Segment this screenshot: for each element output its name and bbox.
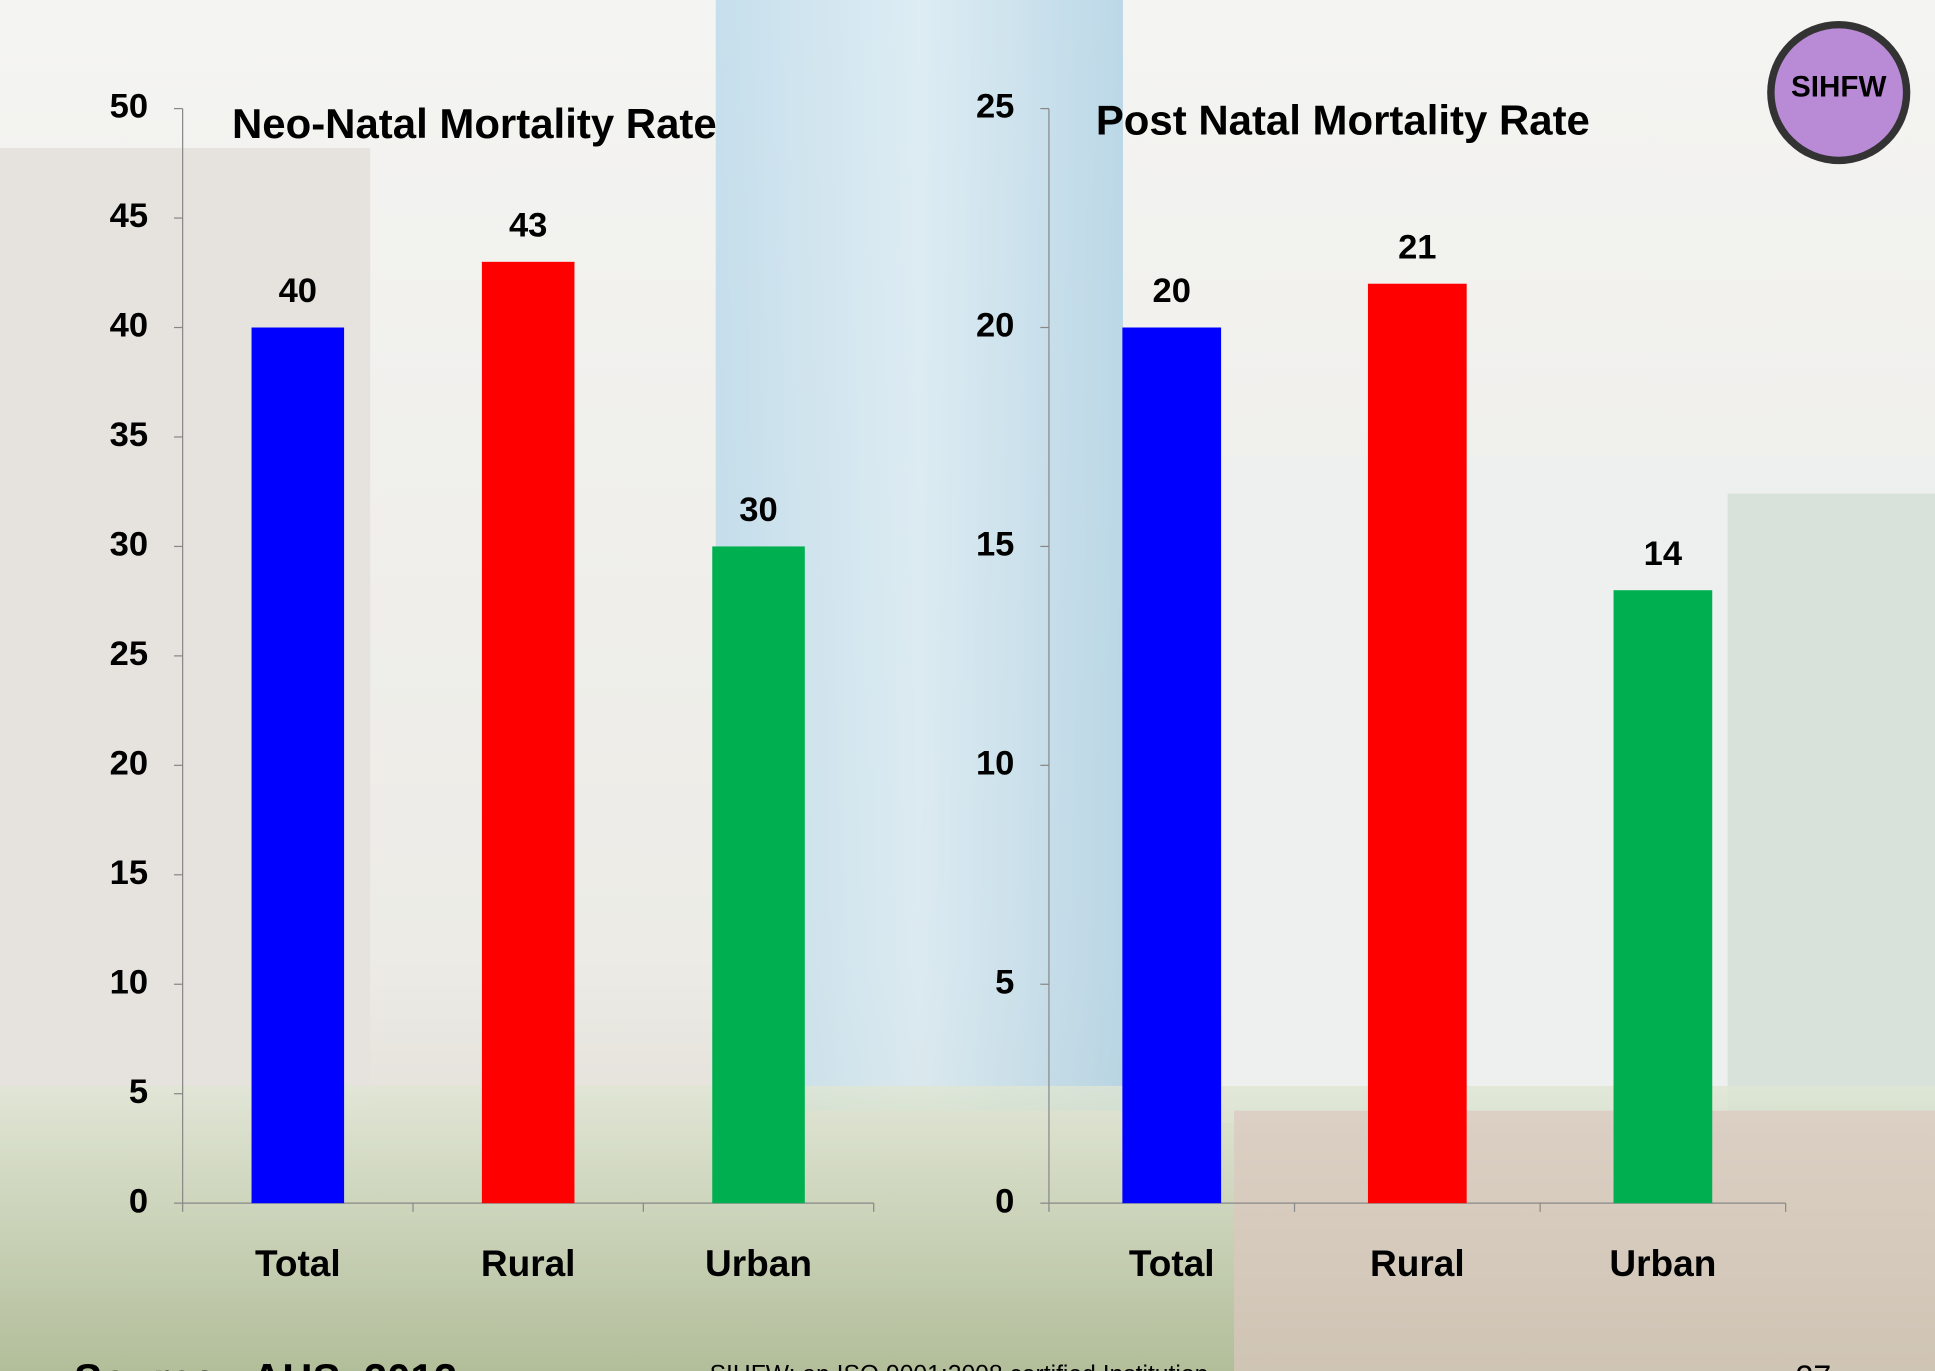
- x-tick-label: Rural: [481, 1242, 576, 1284]
- y-tick-label: 5: [129, 1073, 148, 1111]
- y-tick-label: 0: [995, 1182, 1014, 1220]
- y-tick-label: 20: [976, 307, 1014, 345]
- data-label: 21: [1398, 228, 1436, 266]
- y-tick-label: 10: [110, 963, 148, 1001]
- y-tick-label: 10: [976, 744, 1014, 782]
- bar: [1367, 283, 1467, 1204]
- bar: [1613, 590, 1713, 1204]
- bar: [481, 261, 575, 1204]
- charts: Neo-Natal Mortality Rate 0 5 10 15 20 25 30 35 40…: [110, 88, 1787, 1284]
- chart-title: Post Natal Mortality Rate: [1096, 96, 1590, 143]
- data-label: 40: [279, 272, 317, 310]
- logo: SIHFW: [1767, 20, 1911, 165]
- x-tick-label: Urban: [1609, 1242, 1716, 1284]
- data-label: 30: [739, 491, 777, 529]
- y-tick-label: 20: [110, 744, 148, 782]
- x-tick-label: Total: [255, 1242, 341, 1284]
- x-tick-label: Total: [1129, 1242, 1215, 1284]
- data-label: 14: [1644, 535, 1683, 573]
- y-tick-label: 25: [110, 635, 148, 673]
- y-tick-label: 15: [976, 526, 1014, 564]
- footer-note: SIHFW: an ISO 9001:2008 certified Instit…: [710, 1361, 1209, 1371]
- bg-trees: [1727, 493, 1935, 1111]
- y-tick-label: 5: [995, 963, 1014, 1001]
- y-tick-label: 15: [110, 854, 148, 892]
- bar: [712, 546, 805, 1204]
- bar: [1122, 327, 1222, 1204]
- x-tick-label: Rural: [1370, 1242, 1465, 1284]
- bar: [251, 327, 345, 1204]
- footer-source: Source : AHS, 2012: [74, 1355, 457, 1371]
- y-tick-label: 25: [976, 88, 1014, 126]
- y-tick-label: 30: [110, 526, 148, 564]
- data-label: 43: [509, 206, 547, 244]
- bg-steps: [1234, 1110, 1935, 1371]
- chart-title: Neo-Natal Mortality Rate: [232, 100, 717, 147]
- y-tick-label: 45: [110, 197, 148, 235]
- logo-disc: [1774, 28, 1903, 157]
- data-label: 20: [1153, 272, 1191, 310]
- y-tick-label: 40: [110, 307, 148, 345]
- x-tick-label: Urban: [705, 1242, 812, 1284]
- logo-text: SIHFW: [1791, 71, 1886, 104]
- y-tick-label: 0: [129, 1182, 148, 1220]
- y-tick-label: 35: [110, 416, 148, 454]
- y-tick-label: 50: [110, 88, 148, 126]
- footer-page: 27: [1796, 1359, 1832, 1371]
